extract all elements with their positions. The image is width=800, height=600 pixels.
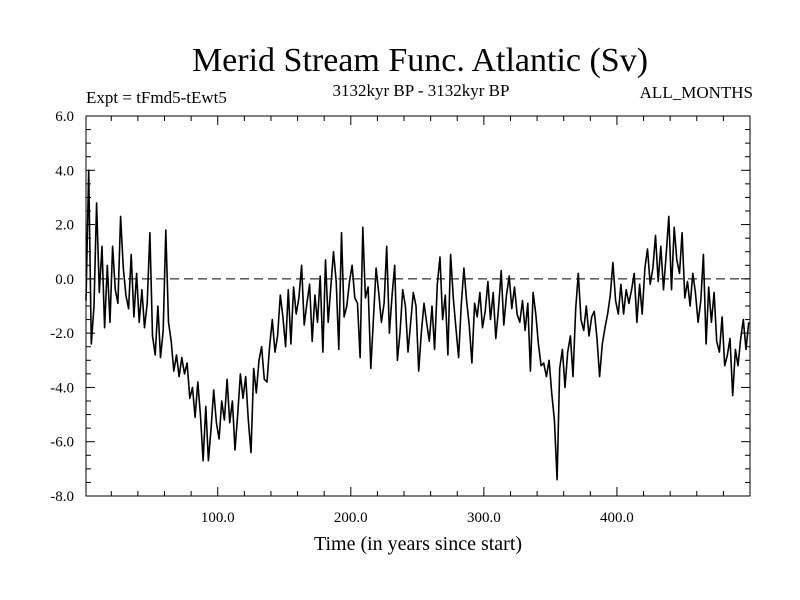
x-tick-label: 400.0 (600, 510, 634, 526)
x-axis-label: Time (in years since start) (314, 533, 522, 555)
chart-title: Merid Stream Func. Atlantic (Sv) (192, 42, 648, 79)
y-tick-label: -2.0 (50, 326, 74, 342)
y-axis-ticks: -8.0 -6.0 -4.0 -2.0 0.0 2.0 4.0 6.0 (50, 109, 750, 505)
y-tick-label: 4.0 (55, 163, 74, 179)
x-axis-ticks: 100.0 200.0 300.0 400.0 (110, 116, 724, 526)
months-label: ALL_MONTHS (640, 83, 753, 102)
y-tick-label: -8.0 (50, 489, 74, 505)
y-tick-label: 6.0 (55, 109, 74, 125)
y-tick-label: -6.0 (50, 435, 74, 451)
period-label: 3132kyr BP - 3132kyr BP (333, 81, 510, 100)
x-tick-label: 300.0 (467, 510, 501, 526)
series-group (85, 169, 750, 481)
series-line-0 (85, 169, 750, 481)
y-tick-label: 2.0 (55, 218, 74, 234)
y-tick-label: -4.0 (50, 380, 74, 396)
x-tick-label: 100.0 (201, 510, 235, 526)
y-tick-label: 0.0 (55, 272, 74, 288)
x-tick-label: 200.0 (334, 510, 368, 526)
plot-frame (85, 115, 751, 497)
experiment-label: Expt = tFmd5-tEwt5 (86, 88, 227, 107)
